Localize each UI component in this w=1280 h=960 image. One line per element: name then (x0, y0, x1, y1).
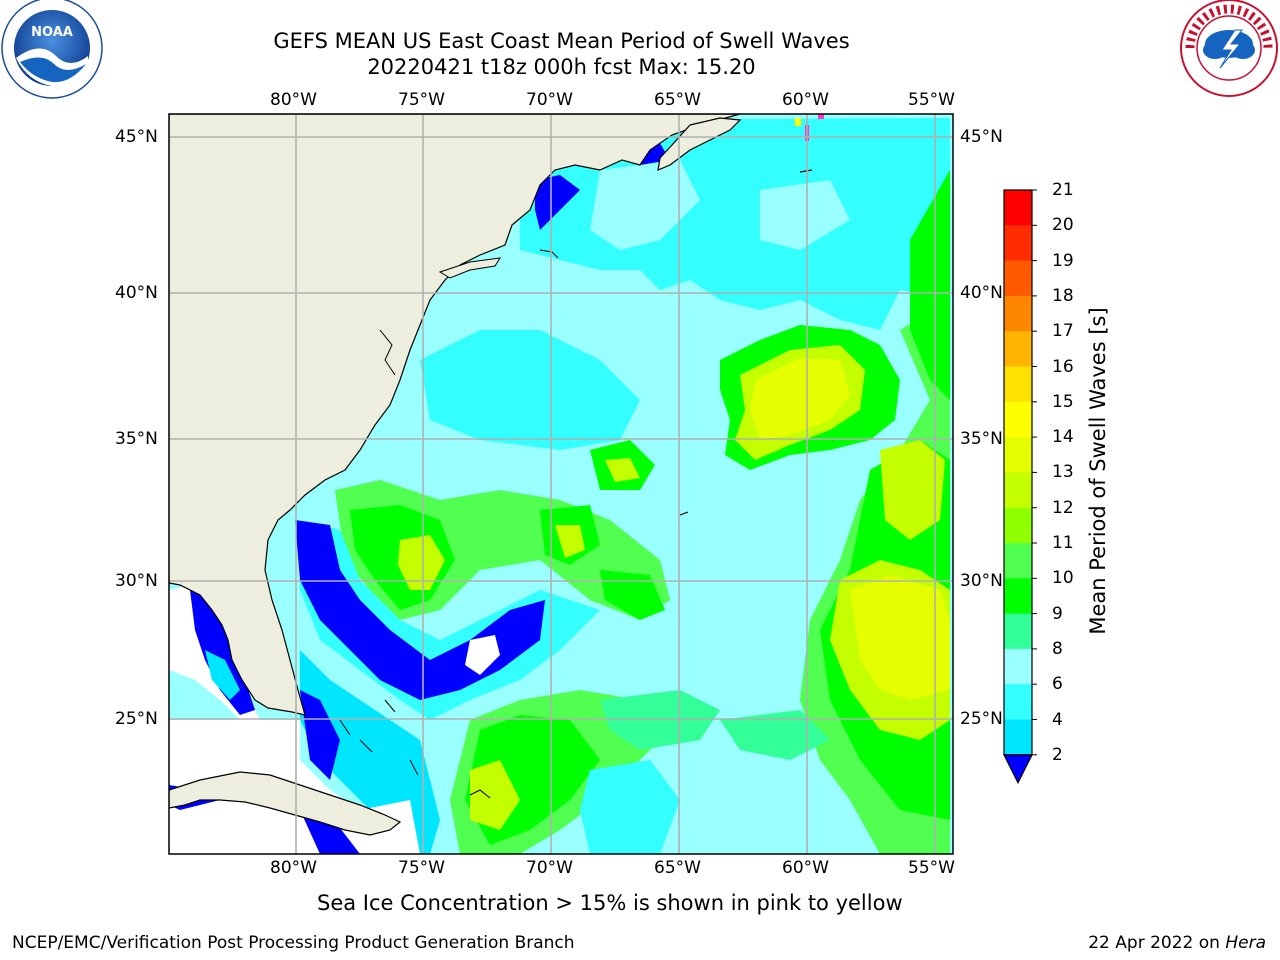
colorbar-segment (1004, 684, 1032, 720)
graticule (169, 114, 953, 854)
map-panel (168, 113, 954, 855)
nws-logo-icon (1180, 0, 1278, 97)
lon-label-bottom-75w: 75°W (398, 858, 445, 878)
colorbar-tick-label: 15 (1052, 391, 1074, 412)
swell-region-2-4s-north (535, 175, 580, 230)
colorbar-segment (1004, 613, 1032, 650)
colorbar-tick-label: 12 (1052, 497, 1074, 518)
colorbar-tick-label: 16 (1052, 356, 1074, 377)
colorbar-segment (1004, 295, 1032, 332)
colorbar-extension (1003, 754, 1033, 785)
colorbar-tick-label: 13 (1052, 462, 1074, 483)
colorbar-tick-label: 14 (1052, 427, 1074, 448)
colorbar-tick-label: 2 (1052, 744, 1063, 765)
lon-label-top-80w: 80°W (270, 90, 317, 110)
colorbar-segment (1004, 578, 1032, 615)
lat-label-right-35n: 35°N (960, 429, 1003, 449)
colorbar (1003, 189, 1037, 785)
colorbar-label: Mean Period of Swell Waves [s] (1086, 307, 1110, 635)
lat-label-right-30n: 30°N (960, 571, 1003, 591)
chart-title: GEFS MEAN US East Coast Mean Period of S… (273, 29, 850, 53)
lon-label-bottom-65w: 65°W (654, 858, 701, 878)
lat-label-left-30n: 30°N (115, 571, 158, 591)
colorbar-tick-label: 10 (1052, 568, 1074, 589)
lon-label-bottom-70w: 70°W (526, 858, 573, 878)
lon-label-top-70w: 70°W (526, 90, 573, 110)
colorbar-segment (1004, 543, 1032, 579)
colorbar-tick-label: 11 (1052, 533, 1074, 553)
lon-label-bottom-55w: 55°W (908, 858, 955, 878)
cuba-land (169, 771, 402, 836)
footer-date-text: 22 Apr 2022 on (1088, 933, 1226, 953)
colorbar-tick-label: 9 (1052, 603, 1063, 624)
lon-label-top-75w: 75°W (398, 90, 445, 110)
lon-label-top-65w: 65°W (654, 90, 701, 110)
colorbar-segment (1004, 472, 1032, 509)
lon-label-top-55w: 55°W (908, 90, 955, 110)
lon-label-bottom-60w: 60°W (782, 858, 829, 878)
lat-label-left-45n: 45°N (115, 127, 158, 147)
colorbar-tick-label: 4 (1052, 709, 1063, 730)
colorbar-tick-label: 6 (1052, 674, 1063, 695)
colorbar-tick-label: 17 (1052, 321, 1074, 342)
lat-label-left-35n: 35°N (115, 429, 158, 449)
noaa-logo-text: NOAA (31, 25, 73, 40)
us-east-coast-land (169, 114, 741, 716)
footer-date: 22 Apr 2022 on Hera (1088, 933, 1266, 953)
swell-region-near-coast (420, 330, 640, 450)
sea-ice-note: Sea Ice Concentration > 15% is shown in … (317, 891, 903, 915)
colorbar-segment (1004, 401, 1032, 438)
colorbar-tick-label: 20 (1052, 215, 1074, 236)
lat-label-right-25n: 25°N (960, 709, 1003, 729)
colorbar-segment (1004, 190, 1032, 226)
colorbar-tick-label: 18 (1052, 285, 1074, 306)
lat-label-right-40n: 40°N (960, 283, 1003, 303)
map-frame (168, 113, 954, 855)
colorbar-segment (1004, 225, 1032, 262)
colorbar-segment (1004, 331, 1032, 367)
colorbar-tick-label: 19 (1052, 250, 1074, 271)
lat-label-left-40n: 40°N (115, 283, 158, 303)
colorbar-segment (1004, 260, 1032, 297)
lat-label-left-25n: 25°N (115, 709, 158, 729)
colorbar-segment (1004, 437, 1032, 473)
noaa-logo-icon: NOAA (1, 0, 103, 99)
colorbar-segment (1004, 366, 1032, 403)
footer-host: Hera (1225, 933, 1266, 953)
footer-credit: NCEP/EMC/Verification Post Processing Pr… (12, 933, 575, 953)
colorbar-tick-label: 8 (1052, 638, 1063, 659)
lon-label-bottom-80w: 80°W (270, 858, 317, 878)
lon-label-top-60w: 60°W (782, 90, 829, 110)
chart-subtitle: 20220421 t18z 000h fcst Max: 15.20 (367, 55, 756, 79)
colorbar-segment (1004, 507, 1032, 544)
colorbar-tick-label: 21 (1052, 180, 1074, 200)
colorbar-segment (1004, 719, 1032, 756)
colorbar-segment (1004, 648, 1032, 685)
lat-label-right-45n: 45°N (960, 127, 1003, 147)
